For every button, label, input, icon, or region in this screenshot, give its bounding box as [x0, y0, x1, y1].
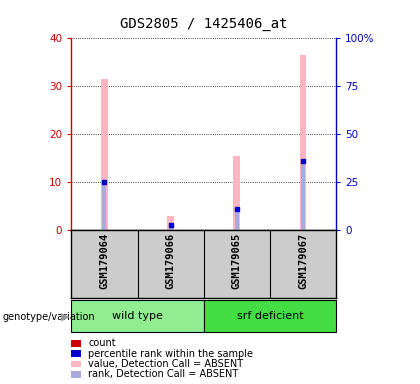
- Text: value, Detection Call = ABSENT: value, Detection Call = ABSENT: [88, 359, 243, 369]
- Bar: [169, 225, 173, 230]
- Bar: [101, 79, 108, 230]
- Text: GSM179065: GSM179065: [232, 233, 242, 289]
- Text: ▶: ▶: [61, 312, 69, 322]
- Text: count: count: [88, 338, 116, 348]
- Text: GSM179067: GSM179067: [298, 233, 308, 289]
- Bar: [204, 300, 336, 332]
- Text: genotype/variation: genotype/variation: [2, 312, 95, 322]
- Text: rank, Detection Call = ABSENT: rank, Detection Call = ABSENT: [88, 369, 239, 379]
- Bar: [235, 209, 239, 230]
- Text: srf deficient: srf deficient: [236, 311, 303, 321]
- Bar: [301, 161, 305, 230]
- Bar: [167, 216, 174, 230]
- Text: wild type: wild type: [112, 311, 163, 321]
- Text: GSM179064: GSM179064: [100, 233, 110, 289]
- Bar: [299, 55, 306, 230]
- Bar: [71, 300, 204, 332]
- Text: GSM179066: GSM179066: [165, 233, 176, 289]
- Text: GDS2805 / 1425406_at: GDS2805 / 1425406_at: [120, 17, 287, 31]
- Text: percentile rank within the sample: percentile rank within the sample: [88, 349, 253, 359]
- Bar: [102, 182, 106, 230]
- Bar: [234, 156, 240, 230]
